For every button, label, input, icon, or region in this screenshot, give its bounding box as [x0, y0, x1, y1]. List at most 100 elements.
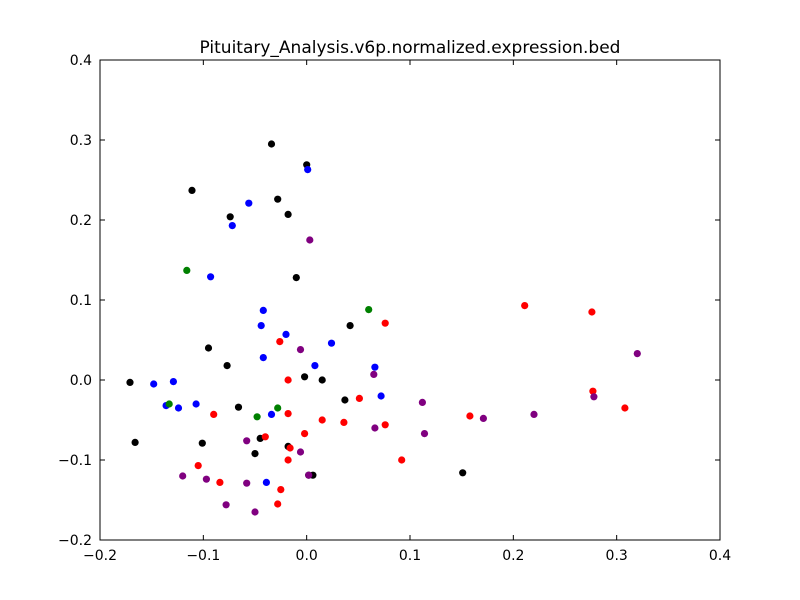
chart-title: Pituitary_Analysis.v6p.normalized.expres… — [200, 38, 621, 58]
data-point — [251, 508, 259, 516]
x-tick-label: 0.4 — [709, 548, 731, 564]
data-point — [183, 266, 191, 274]
data-point — [341, 396, 349, 404]
data-point — [179, 472, 187, 480]
data-point — [274, 195, 282, 203]
data-point — [259, 354, 267, 362]
data-point — [210, 410, 218, 418]
data-point — [418, 398, 426, 406]
data-point — [521, 302, 529, 310]
data-point — [305, 471, 313, 479]
data-point — [150, 380, 158, 388]
data-point — [318, 376, 326, 384]
data-point — [243, 479, 251, 487]
plot-frame — [99, 59, 721, 541]
data-point — [284, 410, 292, 418]
data-point — [267, 410, 276, 418]
x-tick-label: 0.2 — [502, 548, 524, 564]
y-tick-label: 0.3 — [70, 133, 92, 149]
data-point — [188, 186, 196, 194]
data-point — [286, 444, 294, 452]
data-point — [301, 430, 309, 438]
y-tick-label: 0.1 — [70, 293, 92, 309]
data-point — [277, 486, 285, 494]
data-point — [633, 350, 641, 358]
data-point — [243, 437, 251, 445]
data-point — [234, 403, 243, 411]
data-point — [194, 462, 202, 470]
y-tick-label: −0.1 — [58, 453, 92, 469]
data-point — [228, 222, 236, 230]
data-point — [126, 378, 134, 386]
data-point — [296, 346, 305, 354]
data-point — [306, 236, 314, 244]
data-point — [589, 387, 597, 395]
data-point — [381, 319, 389, 327]
data-point — [261, 433, 269, 441]
data-point — [202, 475, 210, 483]
data-point — [222, 501, 230, 509]
data-point — [267, 140, 276, 148]
data-point — [327, 339, 336, 347]
data-point — [174, 404, 183, 412]
data-point — [371, 424, 379, 432]
data-point — [340, 418, 348, 426]
data-point — [304, 166, 312, 174]
points-layer — [126, 140, 641, 516]
x-tick-label: −0.2 — [83, 548, 117, 564]
data-point — [274, 404, 282, 412]
data-point — [223, 362, 231, 370]
data-point — [621, 404, 629, 412]
y-tick-label: 0.2 — [70, 213, 92, 229]
data-point — [292, 274, 300, 282]
x-tick-label: 0.3 — [606, 548, 628, 564]
data-point — [207, 273, 215, 281]
data-point — [245, 199, 253, 207]
data-point — [420, 430, 429, 438]
data-point — [355, 394, 363, 402]
data-point — [262, 478, 270, 486]
data-point — [459, 469, 467, 477]
data-point — [253, 413, 261, 421]
data-point — [398, 456, 406, 464]
data-point — [131, 438, 139, 446]
data-point — [365, 306, 373, 314]
data-point — [274, 500, 282, 508]
data-point — [204, 344, 213, 352]
data-point — [259, 306, 267, 314]
data-point — [216, 478, 224, 486]
data-point — [301, 373, 309, 381]
data-point — [371, 363, 379, 371]
y-axis: −0.2 −0.1 0.0 0.1 0.2 0.3 0.4 — [58, 53, 720, 549]
y-tick-label: 0.0 — [70, 373, 92, 389]
data-point — [377, 392, 385, 400]
y-tick-label: −0.2 — [58, 533, 92, 549]
data-point — [284, 376, 292, 384]
data-point — [192, 400, 200, 408]
data-point — [311, 362, 319, 370]
data-point — [165, 400, 173, 408]
y-tick-label: 0.4 — [70, 53, 92, 69]
x-tick-label: −0.1 — [186, 548, 220, 564]
x-axis: −0.2 −0.1 0.0 0.1 0.2 0.3 0.4 — [83, 60, 731, 564]
data-point — [588, 308, 596, 316]
x-tick-label: 0.1 — [399, 548, 421, 564]
data-point — [282, 330, 290, 338]
data-point — [284, 456, 292, 464]
data-point — [346, 322, 354, 330]
data-point — [169, 378, 177, 386]
data-point — [318, 416, 326, 424]
data-point — [251, 450, 259, 458]
data-point — [226, 213, 234, 221]
data-point — [479, 414, 487, 422]
data-point — [466, 412, 474, 420]
data-point — [284, 210, 292, 218]
data-point — [381, 421, 389, 429]
data-point — [530, 410, 538, 418]
data-point — [590, 393, 598, 401]
data-point — [257, 322, 265, 330]
data-point — [198, 439, 206, 447]
data-point — [296, 448, 305, 456]
data-point — [276, 338, 284, 346]
